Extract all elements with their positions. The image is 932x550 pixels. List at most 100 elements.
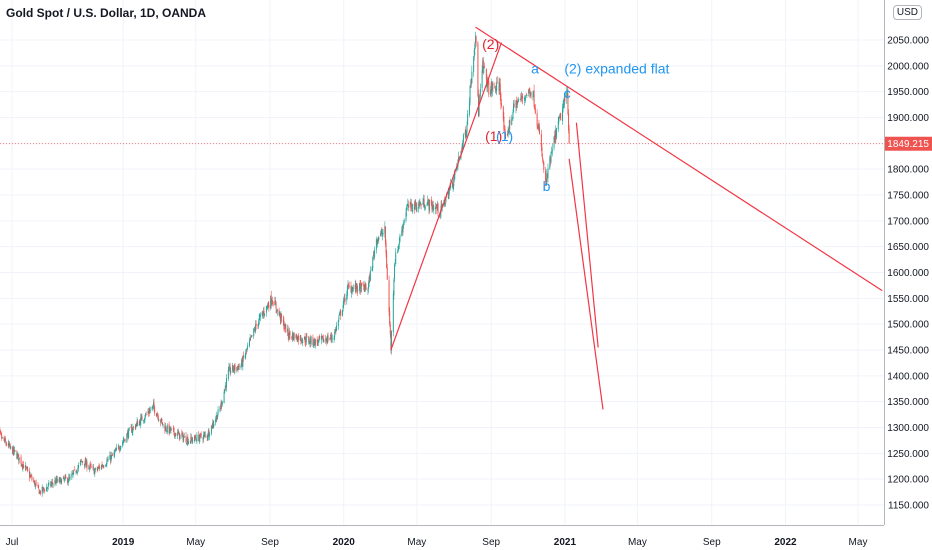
candle — [568, 109, 570, 134]
candle — [385, 239, 387, 258]
candle-body — [511, 118, 513, 125]
candle-body — [186, 443, 188, 444]
candle — [191, 437, 193, 444]
candle — [310, 335, 312, 347]
candle — [474, 42, 476, 56]
candle — [220, 399, 222, 412]
candle — [181, 429, 183, 439]
candle-body — [187, 437, 189, 444]
candle — [566, 86, 568, 104]
candle-body — [65, 476, 67, 479]
candle-body — [177, 432, 179, 436]
candle — [189, 440, 191, 444]
candle — [224, 382, 226, 390]
candle-body — [329, 339, 331, 340]
candle-body — [209, 434, 211, 437]
candle-body — [109, 454, 111, 460]
candle — [26, 466, 28, 470]
candle — [219, 405, 221, 413]
candle-body — [152, 405, 154, 407]
candle-body — [212, 422, 214, 426]
candle — [340, 308, 342, 320]
candle — [384, 226, 386, 247]
candle — [33, 480, 35, 485]
candle — [436, 203, 438, 215]
candle-body — [52, 484, 54, 485]
candle-body — [262, 313, 264, 315]
candle — [499, 78, 501, 95]
candle — [20, 454, 22, 467]
candle-body — [41, 486, 43, 495]
candle-body — [135, 425, 137, 428]
candle — [525, 92, 527, 96]
candle-body — [461, 144, 463, 151]
candle — [376, 239, 378, 246]
candle — [27, 466, 29, 473]
candle-body — [553, 136, 555, 148]
candle-body — [228, 366, 230, 371]
candle — [81, 460, 83, 463]
candle — [248, 337, 250, 348]
candle-body — [126, 432, 128, 435]
candle — [64, 474, 66, 482]
candle-body — [513, 103, 515, 112]
candle-body — [45, 487, 47, 492]
x-tick-label: May — [628, 537, 647, 548]
currency-badge[interactable]: USD — [892, 5, 922, 20]
candle — [507, 126, 509, 138]
candle — [251, 335, 253, 337]
candle — [164, 422, 166, 432]
candle-body — [427, 200, 429, 204]
candle-body — [310, 336, 312, 344]
candle-body — [398, 244, 400, 246]
candle — [426, 201, 428, 207]
candle — [537, 123, 539, 132]
candle — [143, 417, 145, 424]
candle-body — [251, 335, 253, 337]
candle — [152, 405, 154, 409]
candle — [433, 204, 435, 214]
candle — [196, 432, 198, 445]
candle-body — [537, 126, 539, 129]
candle — [423, 194, 425, 208]
candle — [381, 228, 383, 241]
candle-body — [504, 129, 506, 136]
candle-body — [563, 103, 565, 107]
candle-body — [363, 286, 365, 292]
candle-body — [499, 83, 501, 96]
candle — [414, 199, 416, 210]
candle-body — [141, 415, 143, 421]
candle — [380, 230, 382, 237]
candle — [458, 155, 460, 158]
candle — [551, 143, 553, 157]
candle-body — [525, 94, 527, 96]
candle — [393, 277, 395, 300]
candle — [422, 197, 424, 205]
candle-body — [216, 415, 218, 420]
candle — [334, 329, 336, 341]
candle-body — [10, 446, 12, 448]
candle — [14, 450, 16, 453]
candle-body — [545, 170, 547, 182]
candle — [418, 199, 420, 207]
candle — [200, 432, 202, 437]
candle — [69, 473, 71, 481]
candle-body — [161, 422, 163, 425]
candle-body — [276, 309, 278, 313]
candle — [274, 297, 276, 305]
candle — [100, 464, 102, 470]
candle-body — [412, 203, 414, 213]
candle — [462, 133, 464, 148]
candle — [553, 135, 555, 151]
y-tick-label: 1600.000 — [887, 268, 929, 279]
candle-body — [364, 283, 366, 292]
candle-body — [80, 460, 82, 463]
candle — [250, 336, 252, 341]
candle-body — [292, 333, 294, 340]
candle — [330, 332, 332, 343]
candle — [22, 460, 24, 469]
candle — [130, 424, 132, 429]
candle — [401, 225, 403, 235]
